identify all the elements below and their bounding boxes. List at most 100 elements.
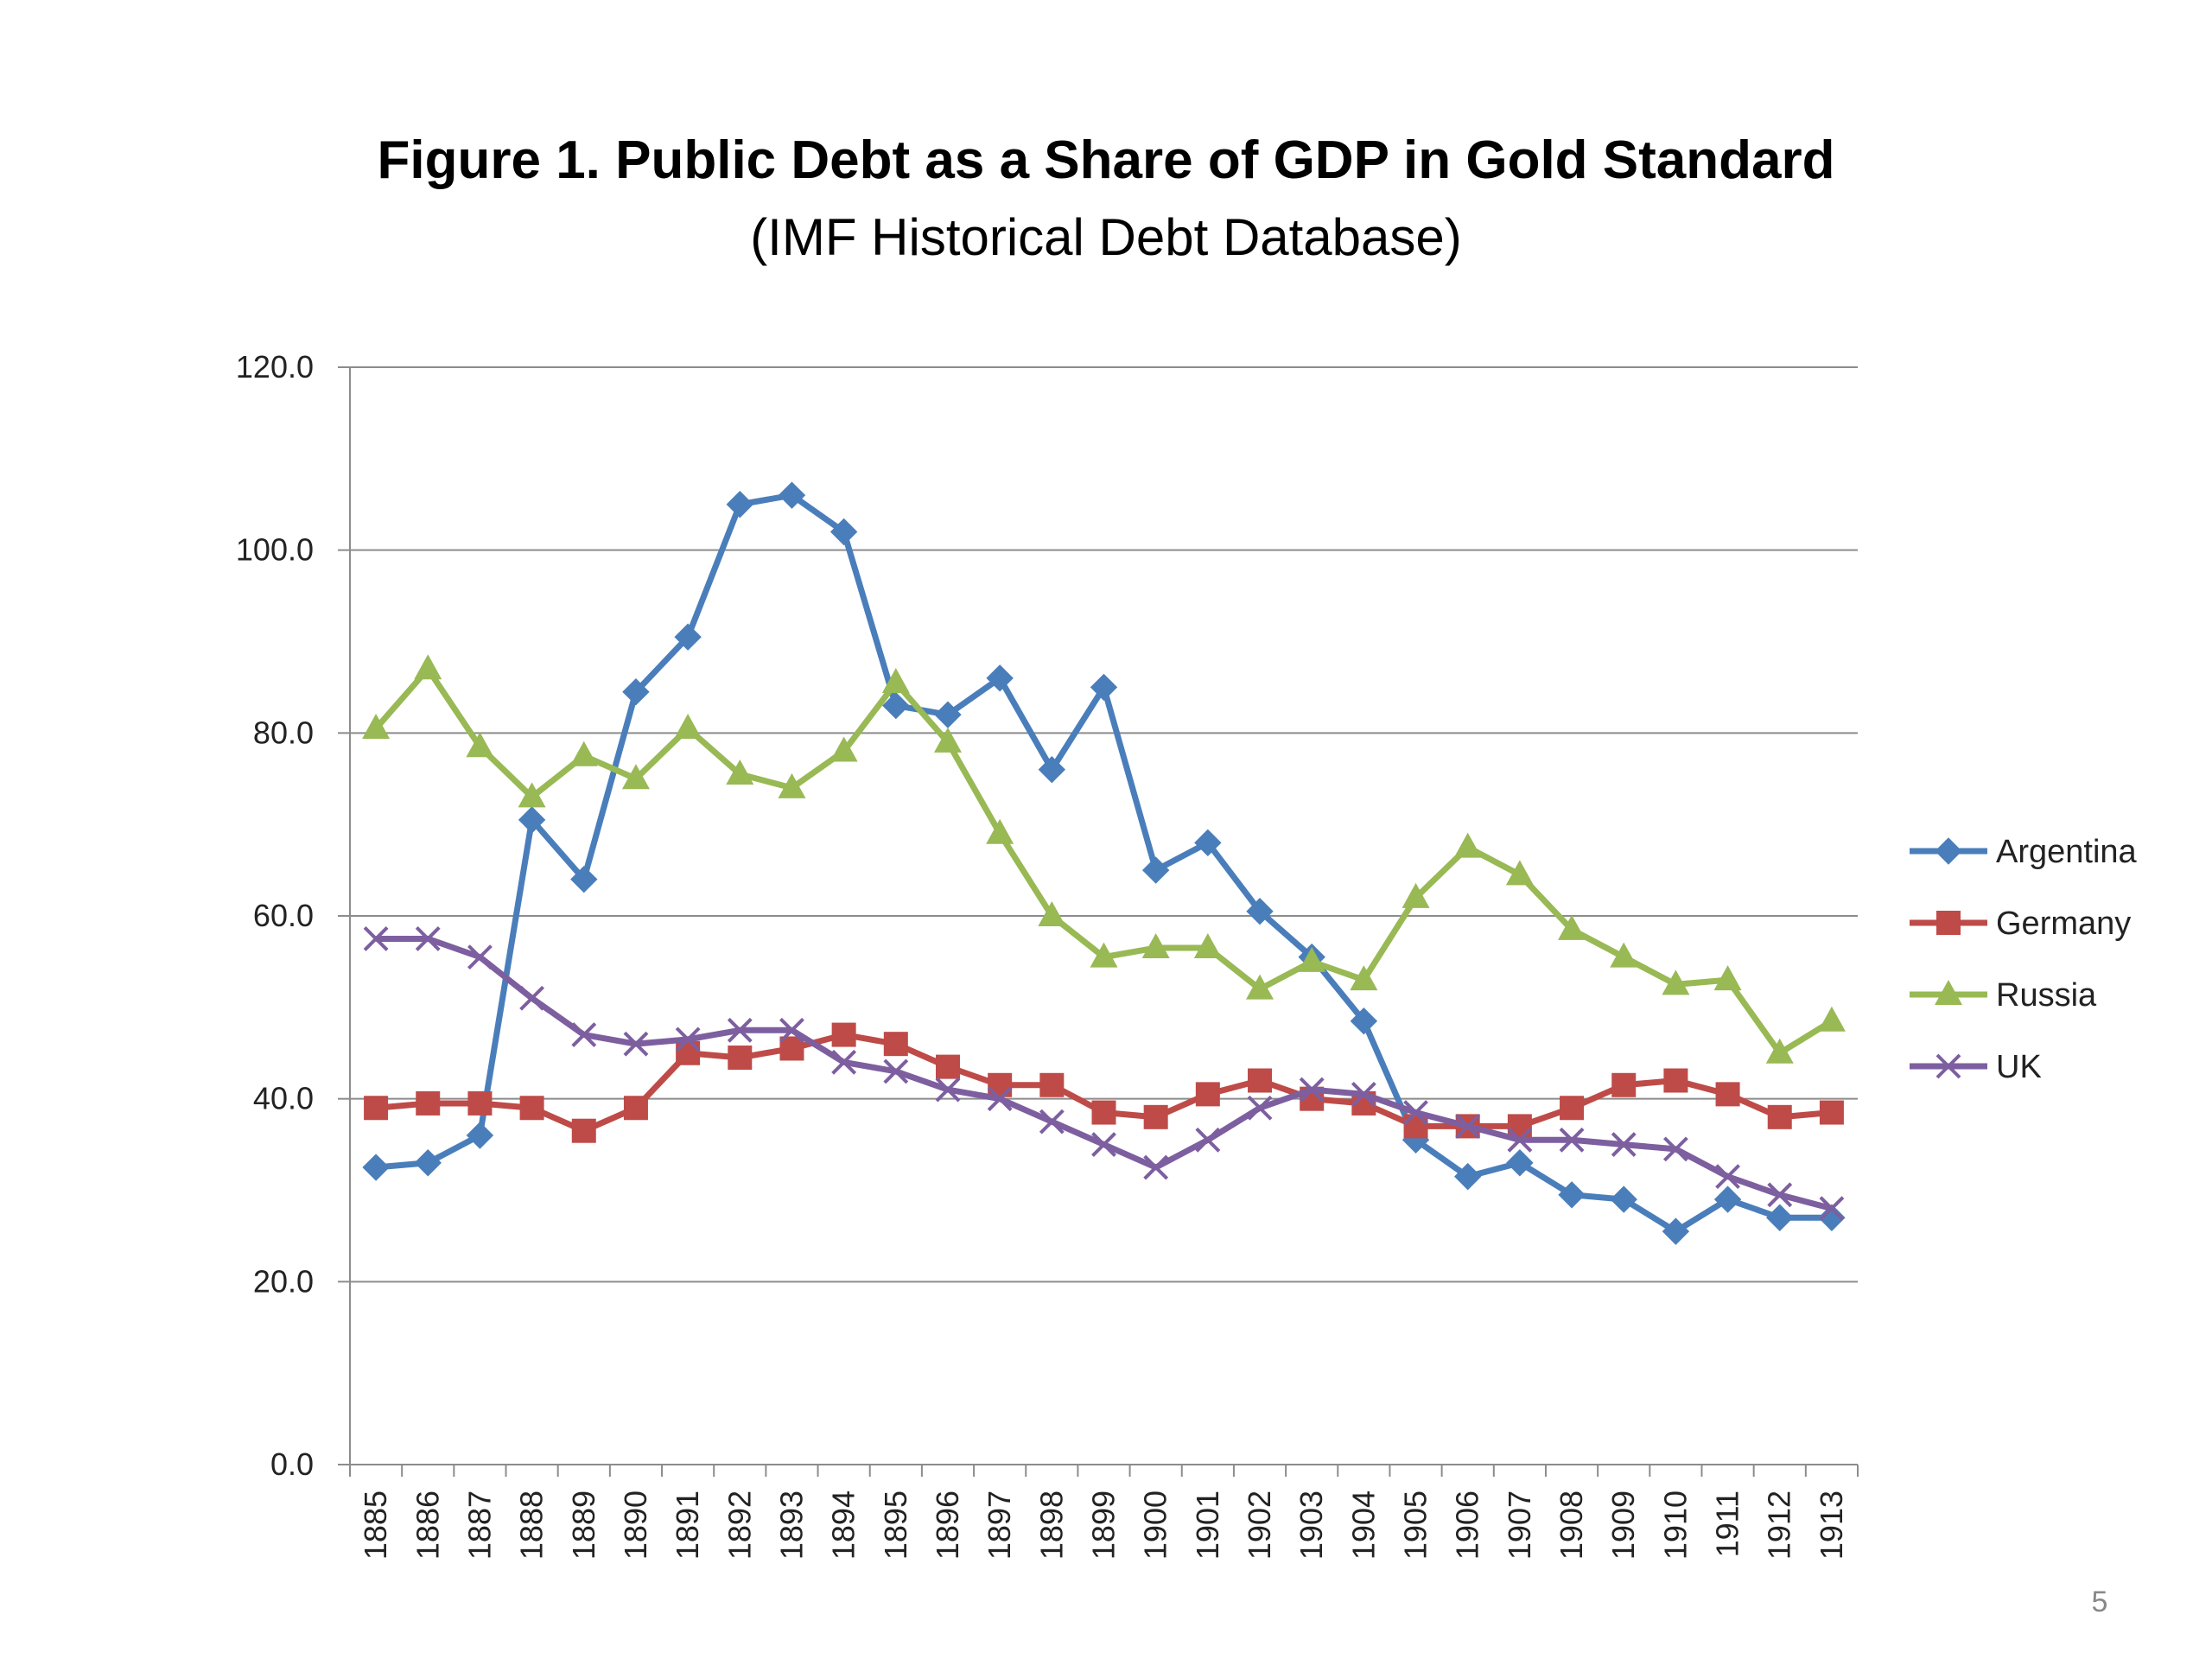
data-point-uk: [1403, 1100, 1428, 1125]
legend-label: Germany: [1996, 906, 2131, 942]
data-point-uk: [1195, 1127, 1221, 1153]
data-point-uk: [675, 1027, 701, 1052]
data-point-uk: [467, 944, 493, 970]
data-point-uk: [1819, 1196, 1845, 1222]
data-point-argentina: [414, 1149, 442, 1177]
data-point-argentina: [570, 865, 598, 893]
data-point-argentina: [622, 678, 650, 706]
data-point-russia: [726, 759, 754, 785]
data-point-uk: [1559, 1127, 1585, 1153]
data-point-uk: [1299, 1077, 1325, 1103]
data-point-argentina: [1558, 1181, 1586, 1209]
data-point-russia: [1610, 942, 1638, 968]
y-tick-label: 40.0: [253, 1081, 314, 1116]
data-point-russia: [621, 764, 650, 790]
data-point-russia: [1817, 1006, 1846, 1032]
x-tick-label: 1913: [1814, 1491, 1849, 1560]
data-point-germany: [519, 1096, 544, 1121]
data-point-germany: [1195, 1082, 1220, 1107]
x-tick-label: 1905: [1398, 1491, 1433, 1560]
data-point-germany: [623, 1096, 648, 1121]
data-point-uk: [1662, 1136, 1688, 1162]
x-tick-label: 1900: [1138, 1491, 1173, 1560]
data-point-germany: [1767, 1104, 1792, 1129]
data-point-argentina: [1766, 1204, 1794, 1231]
x-tick-label: 1894: [826, 1491, 861, 1560]
data-point-argentina: [986, 664, 1014, 692]
data-point-russia: [1453, 832, 1482, 858]
data-point-russia: [1505, 860, 1534, 886]
series-russia: [362, 654, 1846, 1064]
data-point-russia: [1558, 914, 1586, 940]
x-tick-label: 1898: [1033, 1491, 1069, 1560]
series-uk: [363, 926, 1845, 1222]
x-tick-label: 1904: [1345, 1491, 1381, 1560]
data-point-uk: [1611, 1132, 1637, 1157]
data-point-uk: [935, 1077, 961, 1103]
data-point-argentina: [518, 806, 546, 834]
data-point-germany: [571, 1118, 596, 1143]
data-point-russia: [1090, 942, 1118, 968]
x-tick-label: 1895: [878, 1491, 913, 1560]
data-point-russia: [1662, 969, 1690, 995]
data-point-russia: [933, 727, 962, 753]
data-point-russia: [466, 732, 494, 758]
data-point-uk: [1247, 1095, 1273, 1121]
legend-item-argentina: Argentina: [1910, 834, 2138, 870]
legend-swatch-marker: [1935, 837, 1962, 865]
data-point-argentina: [1610, 1185, 1637, 1213]
data-point-uk: [1143, 1154, 1169, 1180]
data-point-russia: [1765, 1038, 1794, 1064]
data-point-argentina: [1453, 1162, 1482, 1191]
data-point-germany: [1039, 1072, 1065, 1097]
data-point-germany: [1143, 1104, 1168, 1129]
chart-title: Figure 1. Public Debt as a Share of GDP …: [377, 130, 1835, 190]
x-tick-label: 1891: [670, 1491, 705, 1560]
data-point-uk: [1351, 1081, 1376, 1107]
data-point-uk: [1715, 1164, 1740, 1190]
x-tick-label: 1889: [566, 1491, 601, 1560]
x-tick-label: 1911: [1710, 1491, 1745, 1557]
y-tick-label: 0.0: [270, 1446, 314, 1482]
x-tick-label: 1912: [1762, 1491, 1797, 1560]
data-point-germany: [676, 1040, 701, 1065]
data-point-germany: [1715, 1082, 1740, 1107]
data-point-russia: [569, 741, 598, 766]
legend-label: Argentina: [1996, 834, 2138, 870]
data-point-germany: [883, 1032, 908, 1057]
x-tick-label: 1892: [721, 1491, 757, 1560]
data-point-germany: [1091, 1100, 1116, 1125]
data-point-uk: [727, 1017, 753, 1043]
data-point-uk: [623, 1031, 649, 1057]
x-tick-label: 1901: [1190, 1491, 1225, 1560]
data-point-uk: [1091, 1132, 1116, 1157]
data-point-germany: [1560, 1096, 1585, 1121]
x-tick-label: 1896: [930, 1491, 965, 1560]
data-point-argentina: [882, 691, 910, 720]
series-line-russia: [373, 665, 1834, 1057]
x-tick-label: 1902: [1242, 1491, 1277, 1560]
series-layer: [362, 481, 1846, 1245]
legend-label: UK: [1996, 1049, 2042, 1085]
legend-item-russia: Russia: [1910, 977, 2097, 1014]
data-point-argentina: [830, 518, 858, 546]
legend-swatch-marker: [1936, 911, 1961, 935]
data-point-uk: [519, 985, 545, 1011]
grid-layer: [350, 366, 1858, 1283]
x-tick-label: 1910: [1657, 1491, 1693, 1560]
chart-subtitle: (IMF Historical Debt Database): [750, 208, 1462, 266]
data-point-germany: [467, 1090, 493, 1116]
x-tick-label: 1893: [773, 1491, 809, 1560]
y-tick-label: 120.0: [236, 349, 314, 385]
y-tick-label: 20.0: [253, 1263, 314, 1299]
data-point-russia: [778, 772, 806, 798]
data-point-argentina: [1350, 1007, 1378, 1035]
data-point-argentina: [1662, 1217, 1690, 1245]
data-point-uk: [1767, 1182, 1793, 1208]
data-point-argentina: [674, 623, 702, 651]
data-point-russia: [881, 668, 910, 694]
data-point-germany: [364, 1096, 389, 1121]
x-tick-label: 1909: [1605, 1491, 1641, 1560]
